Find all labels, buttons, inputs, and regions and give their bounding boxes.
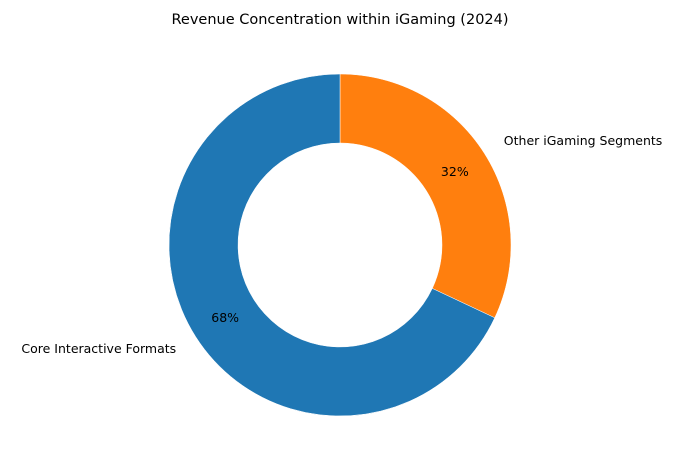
donut-slices — [168, 73, 512, 417]
slice-percent-label-1: 32% — [441, 164, 469, 179]
slice-category-label-1: Other iGaming Segments — [504, 133, 663, 148]
slice-percent-label-2: 68% — [211, 310, 239, 325]
slice-labels: Other iGaming Segments 32% Core Interactiv… — [21, 133, 662, 356]
chart-title: Revenue Concentration within iGaming (20… — [171, 12, 508, 28]
donut-slice-2 — [168, 73, 496, 417]
donut-slice-1 — [339, 73, 512, 319]
slice-category-label-2: Core Interactive Formats — [21, 341, 176, 356]
